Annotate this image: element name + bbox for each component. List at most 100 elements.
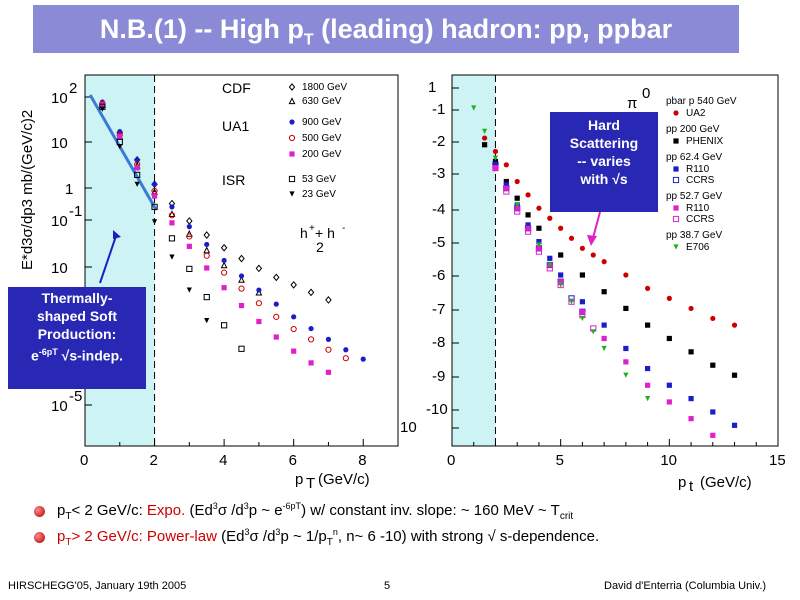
right-data-point xyxy=(536,205,542,211)
right-data-point xyxy=(645,382,651,388)
right-legend-group-label: pp 62.4 GeV xyxy=(666,152,722,163)
hard-callout-line-3: -- varies xyxy=(577,153,631,169)
left-data-point xyxy=(134,171,141,179)
left-y-tick-label: 10 xyxy=(51,260,68,277)
left-data-point xyxy=(291,314,297,320)
right-data-point xyxy=(623,305,629,312)
right-data-point xyxy=(492,155,499,161)
b1-esup: 3 xyxy=(243,500,249,511)
right-legend-marker xyxy=(672,176,680,184)
b2-f: p ~ 1/p xyxy=(280,527,327,545)
left-legend-group-label: UA1 xyxy=(222,118,249,134)
right-y-tick-label: 1 xyxy=(428,79,436,96)
left-data-point xyxy=(255,288,263,296)
left-annotation-2: 2 xyxy=(316,239,324,255)
right-data-point xyxy=(536,225,542,231)
right-x-axis-label: p xyxy=(678,474,686,491)
left-data-point xyxy=(238,345,245,352)
left-legend-marker xyxy=(288,97,296,105)
b2-keyword: Power-law xyxy=(146,527,217,545)
right-data-point xyxy=(503,182,509,188)
left-data-point xyxy=(134,181,140,187)
left-data-point xyxy=(325,336,332,342)
right-data-point xyxy=(536,245,542,251)
right-data-point xyxy=(547,255,553,261)
right-data-point xyxy=(688,349,694,355)
hard-callout-line-4: with √s xyxy=(580,171,628,187)
left-data-point xyxy=(203,252,210,259)
right-data-point xyxy=(492,148,499,155)
right-data-point xyxy=(482,128,488,134)
b1-psub: T xyxy=(65,510,72,522)
thermal-callout-line-1: Thermally- xyxy=(41,290,113,306)
right-data-point xyxy=(482,142,488,148)
left-data-point xyxy=(117,133,123,139)
right-data-point xyxy=(590,329,596,335)
b1-p: p xyxy=(57,501,66,519)
right-legend-entry: R110 xyxy=(686,164,710,175)
right-legend-entry: CCRS xyxy=(686,175,715,186)
left-data-point xyxy=(204,241,210,248)
b2-psub: T xyxy=(65,536,72,548)
hard-callout-line-2: Scattering xyxy=(569,135,639,151)
b2-fsub: T xyxy=(326,536,333,548)
right-data-point xyxy=(558,279,564,285)
b1-f: p ~ e xyxy=(248,501,283,519)
right-annotation-zero: 0 xyxy=(642,85,650,102)
left-data-point xyxy=(221,285,227,291)
left-legend-marker xyxy=(289,151,295,157)
left-y-tick-label: 10 xyxy=(51,398,68,415)
right-data-point xyxy=(492,162,499,168)
left-legend-entry: 200 GeV xyxy=(302,149,342,160)
right-data-point xyxy=(558,252,564,258)
left-data-point xyxy=(151,181,158,187)
right-legend-marker xyxy=(673,244,679,250)
thermal-arrow-head xyxy=(113,230,121,239)
right-legend-marker xyxy=(672,215,680,223)
left-data-point xyxy=(168,212,176,219)
right-y-tick-exp: -5 xyxy=(432,234,445,251)
left-data-point xyxy=(238,275,245,283)
hard-arrow-line xyxy=(592,211,601,239)
right-legend-group-label: pp 200 GeV xyxy=(666,124,720,135)
right-legend-entry: E706 xyxy=(686,242,710,253)
left-data-point xyxy=(238,285,245,292)
left-legend-entry: 23 GeV xyxy=(302,189,336,200)
right-data-point xyxy=(558,272,564,278)
left-data-point xyxy=(204,318,210,324)
b2-g: , n~ 6 -10) with strong √ s-dependence. xyxy=(337,527,600,545)
right-data-point xyxy=(525,222,531,228)
right-y-tick-exp: -1 xyxy=(432,101,445,118)
right-data-point xyxy=(514,205,520,211)
left-x-axis-label: p xyxy=(295,471,303,488)
right-legend-entry: UA2 xyxy=(686,108,706,119)
left-legend-entry: 630 GeV xyxy=(302,96,342,107)
left-data-point xyxy=(221,257,227,264)
b2-fsup: n xyxy=(332,526,338,537)
right-data-point xyxy=(482,135,488,141)
left-data-point xyxy=(307,288,315,297)
b1-cond: < 2 GeV/c: xyxy=(71,501,147,519)
right-data-point xyxy=(710,409,716,415)
footer-page-number: 5 xyxy=(384,580,391,592)
left-data-point xyxy=(273,273,280,282)
left-annotation-h: h xyxy=(300,225,308,241)
right-y-tick-exp: -9 xyxy=(432,368,445,385)
thermal-callout-exp: -6pT xyxy=(38,347,58,357)
left-data-point xyxy=(238,273,245,279)
left-data-point xyxy=(186,233,193,240)
left-y-tick-label: 10 xyxy=(51,90,68,107)
right-data-point xyxy=(731,422,738,428)
thermal-callout-line-2: shaped Soft xyxy=(36,308,118,324)
right-data-point xyxy=(688,396,694,402)
right-data-point xyxy=(558,225,564,231)
b1-gsub: crit xyxy=(559,510,574,522)
right-data-point xyxy=(731,322,738,328)
left-data-point xyxy=(203,231,210,239)
left-data-point xyxy=(203,294,210,301)
right-data-point xyxy=(710,315,716,322)
left-legend-marker xyxy=(288,134,296,142)
b2-esup: 3 xyxy=(275,526,281,537)
right-data-point xyxy=(601,345,607,352)
left-data-point xyxy=(273,301,279,307)
